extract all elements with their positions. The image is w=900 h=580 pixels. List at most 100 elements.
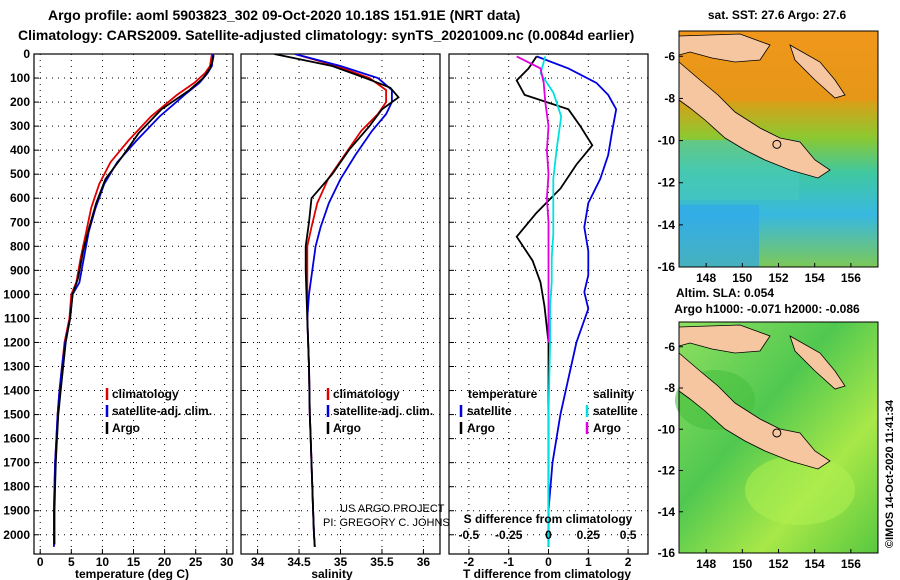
legend-s-argo: Argo	[593, 421, 621, 435]
sla-map-title-1: Altim. SLA: 0.054	[676, 286, 774, 300]
x-tick-label: 25	[189, 555, 203, 569]
depth-tick-label: 1200	[3, 335, 30, 349]
sla-float-marker	[772, 428, 782, 438]
map-lon-label: 154	[805, 271, 825, 285]
map-lon-label: 150	[732, 271, 752, 285]
depth-tick-label: 900	[10, 263, 30, 277]
s-difference-xlabel: S difference from climatology	[464, 512, 633, 526]
legend-salinity-title: salinity	[593, 387, 635, 401]
legend-t-satellite: satellite	[467, 404, 512, 418]
x-tick-label: 5	[68, 555, 75, 569]
series-line-argo	[274, 54, 400, 547]
temperature-plot-frame	[33, 53, 234, 555]
difference-legend: temperature salinity satellite Argo sate…	[459, 387, 638, 435]
x-tick-label: 36	[417, 555, 431, 569]
depth-tick-label: 0	[23, 47, 30, 61]
credit-line-2: PI: GREGORY C. JOHNSON	[323, 517, 466, 529]
difference-panel: -2 -1 0 1 2 -0.5 -0.25 0 0.25 0.5 T difference fr…	[448, 53, 649, 580]
depth-tick-label: 1900	[3, 504, 30, 518]
sst-land-new-britain	[678, 33, 771, 63]
salinity-xlabel: salinity	[311, 567, 353, 580]
depth-tick-label: 1100	[4, 311, 30, 325]
x-tick-label: 34	[251, 555, 265, 569]
depth-tick-label: 1500	[3, 408, 30, 422]
map-lat-label: -10	[658, 134, 676, 148]
depth-axis-labels: 0 100 200 300 400 500 600 700 800 900 1000 1100 1200…	[3, 47, 30, 542]
depth-tick-label: 1400	[3, 384, 30, 398]
s-tick-label: -0.25	[495, 528, 523, 542]
map-lat-label: -6	[664, 340, 675, 354]
map-lon-label: 154	[805, 557, 825, 571]
depth-tick-label: 200	[10, 95, 30, 109]
t-difference-xlabel: T difference from climatology	[463, 567, 631, 580]
legend-t-argo: Argo	[467, 421, 495, 435]
x-tick-label: 35	[334, 555, 348, 569]
legend-s-satellite: satellite	[593, 404, 638, 418]
legend-argo: Argo	[333, 421, 361, 435]
map-lat-label: -16	[658, 546, 676, 560]
sla-land-new-britain	[678, 324, 771, 354]
header-line-2: Climatology: CARS2009. Satellite-adjuste…	[18, 27, 634, 43]
temperature-legend: climatology satellite-adj. clim. Argo	[105, 387, 212, 435]
sst-land-bougainville	[789, 44, 846, 99]
s-tick-label: -0.5	[459, 528, 480, 542]
depth-tick-label: 800	[10, 239, 30, 253]
sla-land-new-guinea	[678, 352, 831, 470]
map-lat-label: -8	[664, 91, 675, 105]
depth-tick-label: 100	[10, 71, 30, 85]
map-lat-label: -8	[664, 381, 675, 395]
map-lat-label: -16	[658, 260, 676, 274]
temperature-panel: 0 5 10 15 20 25 30 temperature (deg C) climato…	[33, 53, 234, 580]
depth-tick-label: 400	[10, 143, 30, 157]
header-line-1: Argo profile: aoml 5903823_302 09-Oct-20…	[48, 7, 520, 23]
x-tick-label: 35.5	[370, 555, 394, 569]
s-tick-label: 0	[545, 528, 552, 542]
depth-tick-label: 1700	[3, 456, 30, 470]
map-lat-label: -6	[664, 49, 675, 63]
s-tick-label: 0.25	[577, 528, 601, 542]
sst-map: sat. SST: 27.6 Argo: 27.6 148 150 152 154 15…	[658, 8, 879, 285]
t-tick-label: 1	[585, 555, 592, 569]
sst-land-new-guinea	[678, 61, 831, 179]
legend-temperature-title: temperature	[468, 387, 538, 401]
map-lon-label: 148	[696, 271, 716, 285]
t-tick-label: -1	[503, 555, 514, 569]
depth-tick-label: 1600	[3, 432, 30, 446]
map-lon-label: 156	[841, 271, 861, 285]
imos-timestamp: ©IMOS 14-Oct-2020 11:41:34	[884, 399, 896, 548]
legend-climatology: climatology	[112, 387, 179, 401]
legend-climatology: climatology	[333, 387, 400, 401]
sst-cold-patch	[679, 205, 759, 267]
map-lat-label: -12	[658, 464, 676, 478]
x-tick-label: 34.5	[287, 555, 311, 569]
depth-tick-label: 2000	[3, 528, 30, 542]
salinity-panel: 34 34.5 35 35.5 36 salinity climatology sate…	[240, 53, 466, 580]
series-line-s-argo	[516, 55, 550, 343]
map-lon-label: 150	[732, 557, 752, 571]
sla-land-bougainville	[789, 335, 846, 390]
map-lat-label: -12	[658, 176, 676, 190]
x-tick-label: 0	[37, 555, 44, 569]
x-tick-label: 30	[220, 555, 234, 569]
depth-tick-label: 300	[10, 119, 30, 133]
map-lon-label: 148	[696, 557, 716, 571]
salinity-legend: climatology satellite-adj. clim. Argo	[326, 387, 433, 435]
sla-high-patch	[745, 455, 855, 525]
depth-tick-label: 600	[10, 191, 30, 205]
map-lon-label: 156	[841, 557, 861, 571]
x-tick-label: 10	[96, 555, 110, 569]
legend-satellite-adj: satellite-adj. clim.	[112, 404, 212, 418]
depth-tick-label: 1800	[3, 480, 30, 494]
t-tick-label: 0	[545, 555, 552, 569]
temperature-xlabel: temperature (deg C)	[75, 567, 189, 580]
legend-argo: Argo	[112, 421, 140, 435]
legend-satellite-adj: satellite-adj. clim.	[333, 404, 433, 418]
map-lon-label: 152	[768, 557, 788, 571]
depth-tick-label: 1000	[3, 287, 30, 301]
x-tick-label: 20	[158, 555, 172, 569]
t-tick-label: 2	[625, 555, 632, 569]
depth-tick-label: 700	[10, 215, 30, 229]
depth-tick-label: 500	[10, 167, 30, 181]
series-line-argo	[53, 55, 215, 545]
